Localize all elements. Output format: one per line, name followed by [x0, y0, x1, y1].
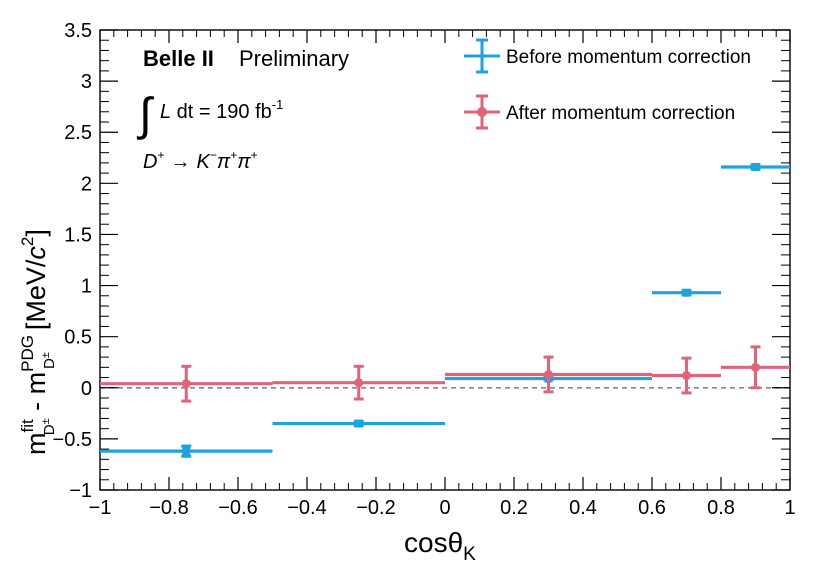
- x-tick-label: 0.6: [638, 497, 666, 519]
- series-before: [100, 162, 790, 458]
- status-label: Preliminary: [239, 46, 349, 71]
- x-axis-label: cosθK: [404, 527, 476, 563]
- y-tick-label: −1: [69, 480, 92, 502]
- x-tick-label: 0.8: [707, 497, 735, 519]
- marker-circle: [181, 379, 191, 389]
- data-point: [652, 356, 721, 395]
- data-point: [100, 364, 273, 403]
- y-tick-label: 2.5: [64, 122, 92, 144]
- legend-label-after: After momentum correction: [506, 103, 735, 124]
- luminosity-label: L dt = 190 fb-1: [160, 97, 283, 123]
- data-point: [652, 288, 721, 297]
- legend-label-before: Before momentum correction: [506, 47, 751, 68]
- x-tick-label: −0.8: [149, 497, 188, 519]
- marker-circle: [751, 362, 760, 372]
- y-tick-label: 1.5: [64, 224, 92, 246]
- marker-circle: [544, 369, 553, 379]
- axis-ticks: −1 −0.8 −0.6 −0.4 −0.2 0 0.2 0.4 0.6 0.8 1 −1 −0.5 0 0…: [53, 20, 796, 519]
- experiment-label: Belle II: [143, 46, 214, 71]
- y-tick-label: −0.5: [53, 429, 92, 451]
- marker-circle: [682, 371, 691, 381]
- decay-channel-label: D+ → K−π+π+: [143, 148, 258, 173]
- data-point: [721, 162, 790, 171]
- marker-square: [182, 447, 191, 456]
- series-after: [100, 345, 790, 403]
- x-tick-label: −0.2: [356, 497, 395, 519]
- y-tick-label: 1: [81, 276, 92, 298]
- legend-marker-before: [464, 38, 500, 74]
- x-tick-label: 0.4: [569, 497, 597, 519]
- marker-square: [354, 419, 363, 428]
- y-tick-label: 0.5: [64, 327, 92, 349]
- x-tick-label: −0.6: [218, 497, 257, 519]
- x-tick-label: −1: [89, 497, 112, 519]
- x-tick-label: 0.2: [500, 497, 528, 519]
- y-tick-label: 0: [81, 378, 92, 400]
- data-point: [272, 419, 445, 428]
- x-tick-label: 1: [784, 497, 795, 519]
- marker-square: [682, 288, 691, 297]
- data-series: [100, 162, 790, 458]
- y-tick-label: 3: [81, 71, 92, 93]
- legend-marker-after: [464, 94, 500, 130]
- data-point: [445, 355, 652, 394]
- y-axis-label: mfit D± - mPDG D±[MeV/c2]: [18, 229, 58, 455]
- y-tick-label: 2: [81, 173, 92, 195]
- plot-frame: [99, 29, 791, 491]
- legend: Before momentum correction After momentu…: [464, 38, 751, 130]
- x-tick-label: 0: [439, 497, 450, 519]
- y-tick-label: 3.5: [64, 20, 92, 42]
- data-point: [272, 364, 445, 401]
- x-tick-label: −0.4: [287, 497, 326, 519]
- marker-circle: [354, 378, 364, 388]
- data-point: [721, 345, 790, 390]
- integral-sign: ∫: [136, 88, 154, 140]
- marker-square: [751, 162, 760, 171]
- data-point: [100, 444, 273, 458]
